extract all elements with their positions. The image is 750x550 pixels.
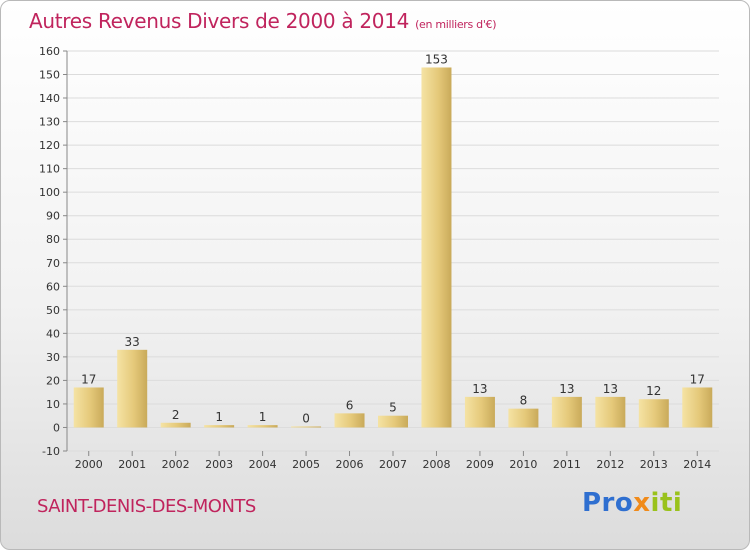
bar-2008 bbox=[421, 67, 452, 428]
x-tick-label: 2002 bbox=[162, 458, 190, 471]
bar-2009 bbox=[464, 396, 495, 428]
x-tick-label: 2001 bbox=[118, 458, 146, 471]
bar-value-label: 17 bbox=[690, 372, 705, 386]
bars: 17 33 2 1 1 0 6 5 153 13 8 13 13 12 17 bbox=[73, 52, 713, 428]
y-tick-label: 80 bbox=[46, 233, 60, 246]
chart-title-text: Autres Revenus Divers de 2000 à 2014 bbox=[29, 9, 410, 33]
chart-title: Autres Revenus Divers de 2000 à 2014 (en … bbox=[29, 9, 497, 33]
bar-value-label: 0 bbox=[302, 411, 310, 425]
x-tick-label: 2008 bbox=[422, 458, 450, 471]
x-tick-label: 2014 bbox=[683, 458, 711, 471]
x-tick-label: 2013 bbox=[640, 458, 668, 471]
y-tick-label: 150 bbox=[39, 69, 60, 82]
y-tick-label: 20 bbox=[46, 374, 60, 387]
bar-value-label: 12 bbox=[646, 384, 661, 398]
bar-value-label: 13 bbox=[559, 382, 574, 396]
x-tick-label: 2000 bbox=[75, 458, 103, 471]
bar-2011 bbox=[551, 396, 582, 428]
y-tick-label: 40 bbox=[46, 327, 60, 340]
x-tick-label: 2003 bbox=[205, 458, 233, 471]
y-axis-ticks: -10 0 10 20 30 40 50 60 70 80 90 100 110 120 130 140 150… bbox=[39, 45, 67, 458]
y-tick-label: 30 bbox=[46, 351, 60, 364]
bar-value-label: 13 bbox=[603, 382, 618, 396]
grid-lines bbox=[67, 50, 719, 452]
bar-value-label: 6 bbox=[346, 398, 354, 412]
proxiti-logo: Proxiti bbox=[582, 488, 682, 518]
logo-part-1: Pro bbox=[582, 488, 634, 518]
y-tick-label: 140 bbox=[39, 92, 60, 105]
y-tick-label: 110 bbox=[39, 163, 60, 176]
bar-2010 bbox=[508, 408, 539, 428]
x-tick-label: 2004 bbox=[249, 458, 277, 471]
bar-2003 bbox=[204, 425, 235, 428]
y-tick-label: 100 bbox=[39, 186, 60, 199]
y-tick-label: 0 bbox=[53, 421, 60, 434]
bar-value-label: 17 bbox=[81, 372, 96, 386]
x-axis-ticks: 2000 2001 2002 2003 2004 2005 2006 2007 2008 2009… bbox=[75, 451, 711, 471]
commune-name: SAINT-DENIS-DES-MONTS bbox=[37, 496, 256, 517]
logo-part-2: x bbox=[633, 488, 651, 518]
bar-2013 bbox=[638, 399, 669, 428]
bar-2000 bbox=[73, 387, 104, 428]
bar-value-label: 153 bbox=[425, 52, 448, 66]
y-tick-label: 120 bbox=[39, 139, 60, 152]
x-tick-label: 2009 bbox=[466, 458, 494, 471]
bar-2001 bbox=[117, 349, 148, 428]
y-tick-label: 50 bbox=[46, 304, 60, 317]
chart-subtitle: (en milliers d'€) bbox=[415, 18, 497, 31]
bar-2002 bbox=[160, 422, 191, 428]
logo-part-3: iti bbox=[650, 488, 683, 518]
bar-value-label: 2 bbox=[172, 408, 180, 422]
bar-value-label: 1 bbox=[215, 410, 223, 424]
bar-2004 bbox=[247, 425, 278, 428]
bar-2007 bbox=[378, 415, 408, 428]
x-tick-label: 2010 bbox=[509, 458, 537, 471]
bar-2012 bbox=[595, 396, 626, 428]
bar-value-label: 8 bbox=[520, 394, 528, 408]
bar-2005 bbox=[291, 426, 322, 428]
bar-value-label: 1 bbox=[259, 410, 267, 424]
bar-value-label: 13 bbox=[472, 382, 487, 396]
bar-value-label: 5 bbox=[389, 401, 397, 415]
bar-2014 bbox=[682, 387, 713, 428]
x-tick-label: 2005 bbox=[292, 458, 320, 471]
y-tick-label: 90 bbox=[46, 210, 60, 223]
x-tick-label: 2007 bbox=[379, 458, 407, 471]
y-tick-label: 70 bbox=[46, 257, 60, 270]
y-tick-label: -10 bbox=[42, 445, 60, 458]
x-tick-label: 2006 bbox=[336, 458, 364, 471]
y-tick-label: 10 bbox=[46, 398, 60, 411]
x-tick-label: 2012 bbox=[596, 458, 624, 471]
y-tick-label: 60 bbox=[46, 280, 60, 293]
y-tick-label: 130 bbox=[39, 116, 60, 129]
y-tick-label: 160 bbox=[39, 45, 60, 58]
bar-2006 bbox=[334, 413, 365, 428]
bar-value-label: 33 bbox=[125, 335, 140, 349]
x-tick-label: 2011 bbox=[553, 458, 581, 471]
